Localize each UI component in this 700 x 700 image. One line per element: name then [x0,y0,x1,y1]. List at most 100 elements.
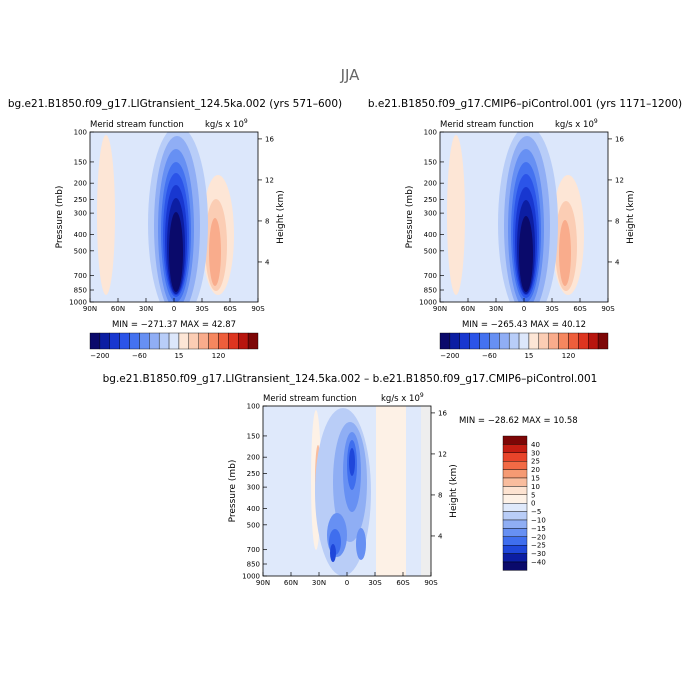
colorbar-swatch [168,332,180,350]
colorbar-label: 0 [531,500,535,508]
height-tick-label: 16 [615,135,624,143]
y-tick-label: 850 [247,561,260,569]
y-axis-label: Pressure (mb) [228,460,238,523]
panel-3-subtitle: Merid stream function [263,394,357,404]
y-axis-label: Pressure (mb) [405,186,415,249]
colorbar-label: −10 [531,517,546,525]
height-axis-label: Height (km) [276,190,286,244]
colorbar-label: 25 [531,458,540,466]
y-tick-label: 300 [424,210,437,218]
colorbar-swatch [439,332,451,350]
colorbar-swatch [502,519,528,529]
x-tick-label: 60S [573,305,587,313]
colorbar-swatch [238,332,249,350]
panel-3-minmax: MIN = −28.62 MAX = 10.58 [459,416,578,426]
colorbar-swatch [188,332,199,350]
colorbar-swatch [597,332,609,350]
colorbar-swatch [578,332,589,350]
colorbar-swatch [139,332,150,350]
colorbar-swatch [502,435,528,445]
colorbar-swatch [502,511,528,521]
height-tick-label: 12 [438,450,447,458]
y-tick-label: 700 [424,272,437,280]
y-tick-label: 850 [74,287,87,295]
colorbar-swatch [548,332,559,350]
y-axis-label: Pressure (mb) [55,186,65,249]
colorbar-label: −25 [531,542,546,550]
colorbar-swatch [198,332,209,350]
colorbar-label: −15 [531,525,546,533]
height-axis-label: Height (km) [626,190,636,244]
panel-2-colorbar: −200 −60 15 120 [439,332,609,360]
x-tick-label: 30S [368,579,382,587]
panel-2: b.e21.B1850.f09_g17.CMIP6–piControl.001 … [368,98,682,360]
y-tick-label: 100 [424,129,437,137]
colorbar-swatch [119,332,130,350]
colorbar-swatch [502,461,528,470]
x-tick-label: 30N [139,305,153,313]
colorbar-swatch [208,332,219,350]
height-tick-label: 4 [265,258,270,266]
y-tick-label: 150 [74,158,87,166]
colorbar-label: 20 [531,466,540,474]
panel-3-title: bg.e21.B1850.f09_g17.LIGtransient_124.5k… [103,373,598,385]
y-tick-label: 300 [74,210,87,218]
colorbar-label: 15 [524,352,533,360]
colorbar-label: −5 [531,508,541,516]
colorbar-label: 120 [212,352,225,360]
y-tick-label: 400 [424,231,437,239]
colorbar-label: −40 [531,559,546,567]
y-tick-label: 200 [247,454,260,462]
colorbar-swatch [502,503,528,512]
colorbar-swatch [502,486,528,495]
colorbar-swatch [178,332,190,350]
colorbar-swatch [502,477,528,487]
height-tick-label: 12 [265,176,274,184]
y-tick-label: 200 [424,180,437,188]
x-tick-label: 0 [345,579,349,587]
panel-1-subtitle: Merid stream function [90,120,184,130]
colorbar-label: −30 [531,550,546,558]
x-tick-label: 60S [223,305,237,313]
colorbar-swatch [568,332,579,350]
colorbar-swatch [502,553,528,563]
x-tick-label: 0 [522,305,526,313]
colorbar-label: 120 [562,352,575,360]
colorbar-label: 15 [174,352,183,360]
y-tick-label: 200 [74,180,87,188]
colorbar-label: −20 [531,533,546,541]
height-tick-label: 16 [265,135,274,143]
colorbar-swatch [502,452,528,462]
colorbar-label: −60 [132,352,147,360]
height-tick-label: 4 [438,532,443,540]
x-tick-label: 90S [251,305,265,313]
colorbar-swatch [502,494,528,504]
height-axis-label: Height (km) [449,464,459,518]
colorbar-label: 40 [531,441,540,449]
height-tick-label: 4 [615,258,620,266]
y-tick-label: 250 [424,196,437,204]
x-tick-label: 90N [433,305,447,313]
x-tick-label: 30N [312,579,326,587]
panel-3-field [263,406,431,576]
colorbar-label: 10 [531,483,540,491]
height-tick-label: 16 [438,409,447,417]
colorbar-swatch [469,332,480,350]
y-tick-label: 250 [247,470,260,478]
height-tick-label: 8 [438,491,442,499]
season-title: JJA [340,66,361,84]
y-tick-label: 300 [247,484,260,492]
colorbar-swatch [518,332,530,350]
x-tick-label: 60N [461,305,475,313]
panel-1-title: bg.e21.B1850.f09_g17.LIGtransient_124.5k… [8,98,342,110]
colorbar-swatch [588,332,599,350]
panel-1-colorbar: −200 −60 15 120 [89,332,259,360]
colorbar-label: −200 [90,352,109,360]
x-tick-label: 60S [396,579,410,587]
x-tick-label: 60N [111,305,125,313]
y-tick-label: 400 [247,505,260,513]
panel-1: bg.e21.B1850.f09_g17.LIGtransient_124.5k… [8,98,342,360]
colorbar-swatch [109,332,120,350]
colorbar-swatch [479,332,490,350]
